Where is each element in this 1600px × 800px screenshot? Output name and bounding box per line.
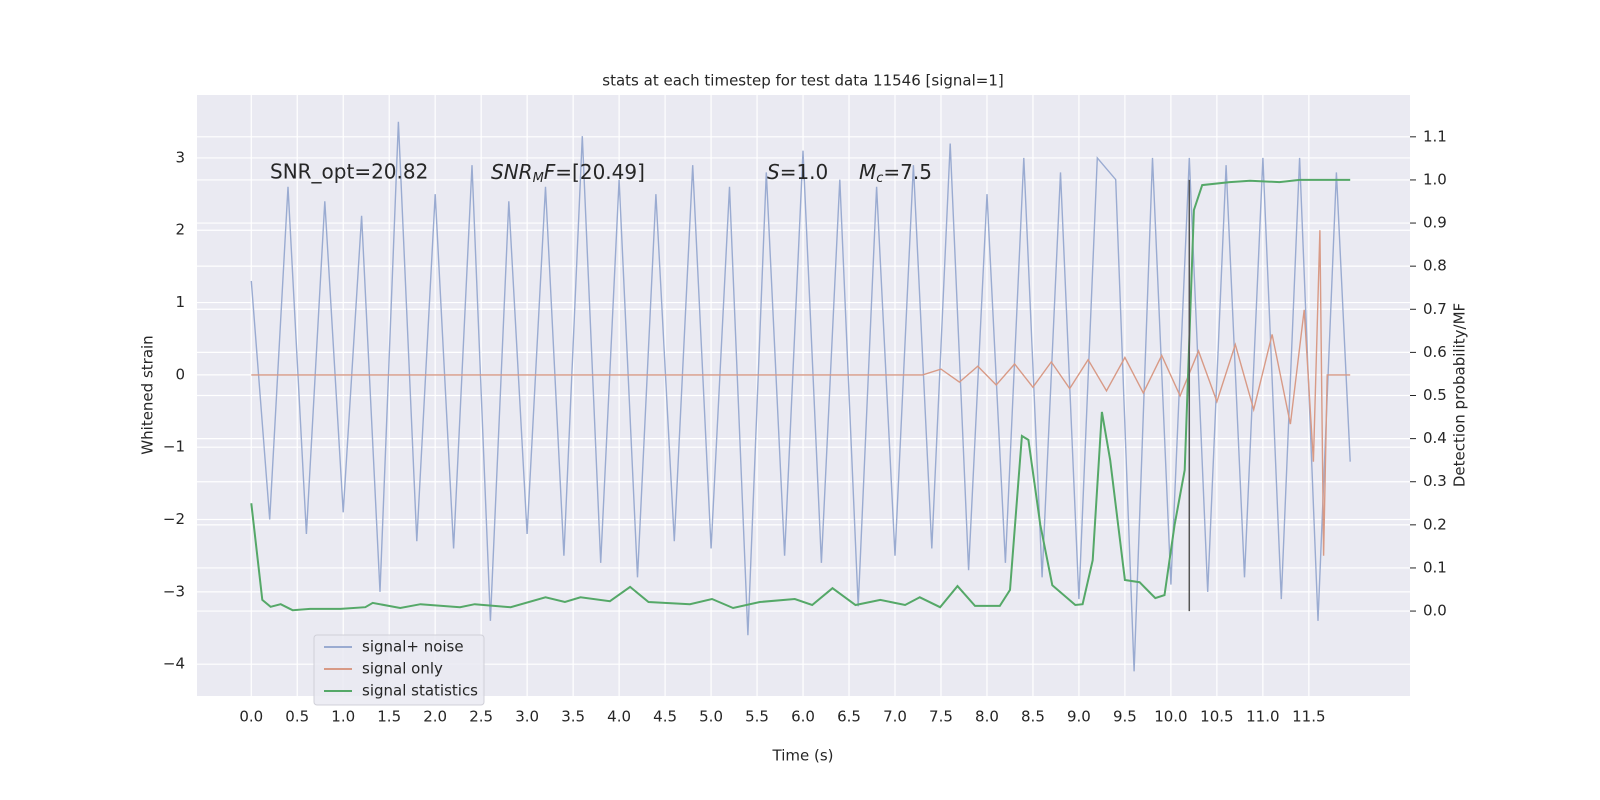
annotation-part: =1.0 — [780, 160, 829, 184]
x-tick-label: 7.0 — [883, 708, 907, 726]
x-tick-label: 4.5 — [653, 708, 677, 726]
y2-tick-label: 0.8 — [1423, 257, 1447, 275]
x-tick-label: 0.0 — [239, 708, 263, 726]
chart-title: stats at each timestep for test data 115… — [602, 72, 1003, 90]
annotation-part: =[20.49] — [555, 160, 645, 184]
series-line — [250, 121, 1351, 672]
y-tick-label: 2 — [175, 221, 185, 239]
x-tick-label: 6.5 — [837, 708, 861, 726]
x-tick-label: 9.0 — [1067, 708, 1091, 726]
x-tick-label: 11.0 — [1246, 708, 1279, 726]
y2-tick-label: 0.9 — [1423, 214, 1447, 232]
x-tick-label: 1.5 — [377, 708, 401, 726]
annotation: Mc=7.5 — [859, 160, 932, 186]
x-tick-label: 8.5 — [1021, 708, 1045, 726]
annotation: SNRMF=[20.49] — [491, 160, 645, 186]
x-tick-label: 0.5 — [285, 708, 309, 726]
y2-tick-label: 0.7 — [1423, 300, 1447, 318]
x-tick-label: 10.0 — [1154, 708, 1187, 726]
y-tick-label: −2 — [163, 510, 185, 528]
annotation-part: SNR — [491, 160, 533, 184]
annotation-part: S — [767, 160, 780, 184]
y2-tick-label: 0.2 — [1423, 515, 1447, 533]
y-tick-label: −4 — [163, 655, 185, 673]
x-tick-label: 6.0 — [791, 708, 815, 726]
y-tick-label: 0 — [175, 365, 185, 383]
x-tick-label: 11.5 — [1292, 708, 1325, 726]
x-tick-label: 7.5 — [929, 708, 953, 726]
y2-tick-label: 0.4 — [1423, 429, 1447, 447]
annotation-part: c — [876, 171, 883, 186]
y2-tick-label: 0.3 — [1423, 472, 1447, 490]
annotation-part: =7.5 — [883, 160, 932, 184]
x-tick-label: 4.0 — [607, 708, 631, 726]
legend-label: signal+ noise — [362, 638, 464, 656]
x-tick-label: 3.0 — [515, 708, 539, 726]
y2-tick-label: 0.5 — [1423, 386, 1447, 404]
annotation-part: M — [533, 171, 544, 186]
y2-tick-label: 0.6 — [1423, 343, 1447, 361]
x-tick-label: 9.5 — [1113, 708, 1137, 726]
legend-label: signal only — [362, 660, 443, 678]
x-tick-label: 2.5 — [469, 708, 493, 726]
y-axis-label: Whitened strain — [139, 335, 157, 454]
y-tick-label: 3 — [175, 148, 185, 166]
x-tick-label: 2.0 — [423, 708, 447, 726]
y2-tick-label: 0.0 — [1423, 602, 1447, 620]
y2-tick-label: 0.1 — [1423, 558, 1447, 576]
x-tick-label: 5.0 — [699, 708, 723, 726]
annotation: S=1.0 — [767, 160, 828, 184]
series-line — [251, 230, 1351, 556]
legend: signal+ noise signal only signal statistic… — [313, 634, 485, 706]
y-tick-label: 1 — [175, 293, 185, 311]
y2-tick-label: 1.0 — [1423, 170, 1447, 188]
annotation: SNR_opt=20.82 — [270, 160, 428, 184]
legend-box — [313, 634, 485, 706]
x-tick-label: 5.5 — [745, 708, 769, 726]
x-tick-label: 8.0 — [975, 708, 999, 726]
grid — [197, 95, 1410, 696]
series-line — [250, 178, 1351, 612]
x-tick-label: 10.5 — [1200, 708, 1233, 726]
x-tick-label: 3.5 — [561, 708, 585, 726]
marks — [250, 121, 1351, 672]
annotation-part: F — [544, 160, 556, 184]
annotation-part: M — [859, 160, 876, 184]
legend-label: signal statistics — [362, 682, 478, 700]
y-tick-label: −1 — [163, 438, 185, 456]
x-axis-label: Time (s) — [772, 747, 834, 765]
x-tick-label: 1.0 — [331, 708, 355, 726]
y2-axis-label: Detection probability/MF — [1451, 303, 1469, 487]
y2-tick-label: 1.1 — [1423, 127, 1447, 145]
y-tick-label: −3 — [163, 582, 185, 600]
